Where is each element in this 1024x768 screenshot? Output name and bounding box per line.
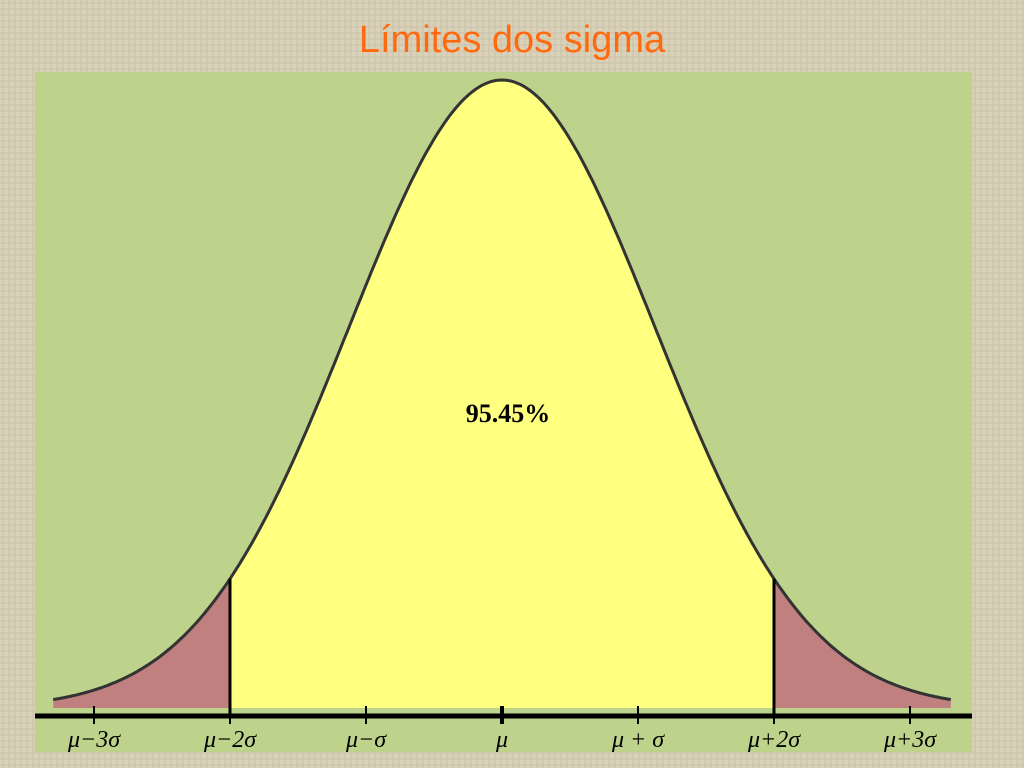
axis-label: μ−3σ [67, 727, 121, 753]
area-annotation: 95.45% [466, 399, 551, 428]
left-tail-area [53, 578, 231, 708]
curve [52, 78, 952, 701]
axis-label: μ+3σ [883, 727, 937, 753]
axis-label: μ + σ [611, 727, 665, 753]
axis-label: μ+2σ [747, 727, 801, 753]
slide-title: Límites dos sigma [359, 19, 666, 61]
axis-label: μ−σ [345, 727, 387, 753]
central-area [230, 80, 774, 708]
axis-label: μ−2σ [203, 727, 257, 753]
right-tail-area [774, 578, 951, 708]
axis-label: μ [495, 727, 508, 753]
normal-curve-diagram: μ−3σ μ−2σ μ−σ μ μ + σ μ+2σ μ+3σ [35, 78, 972, 753]
